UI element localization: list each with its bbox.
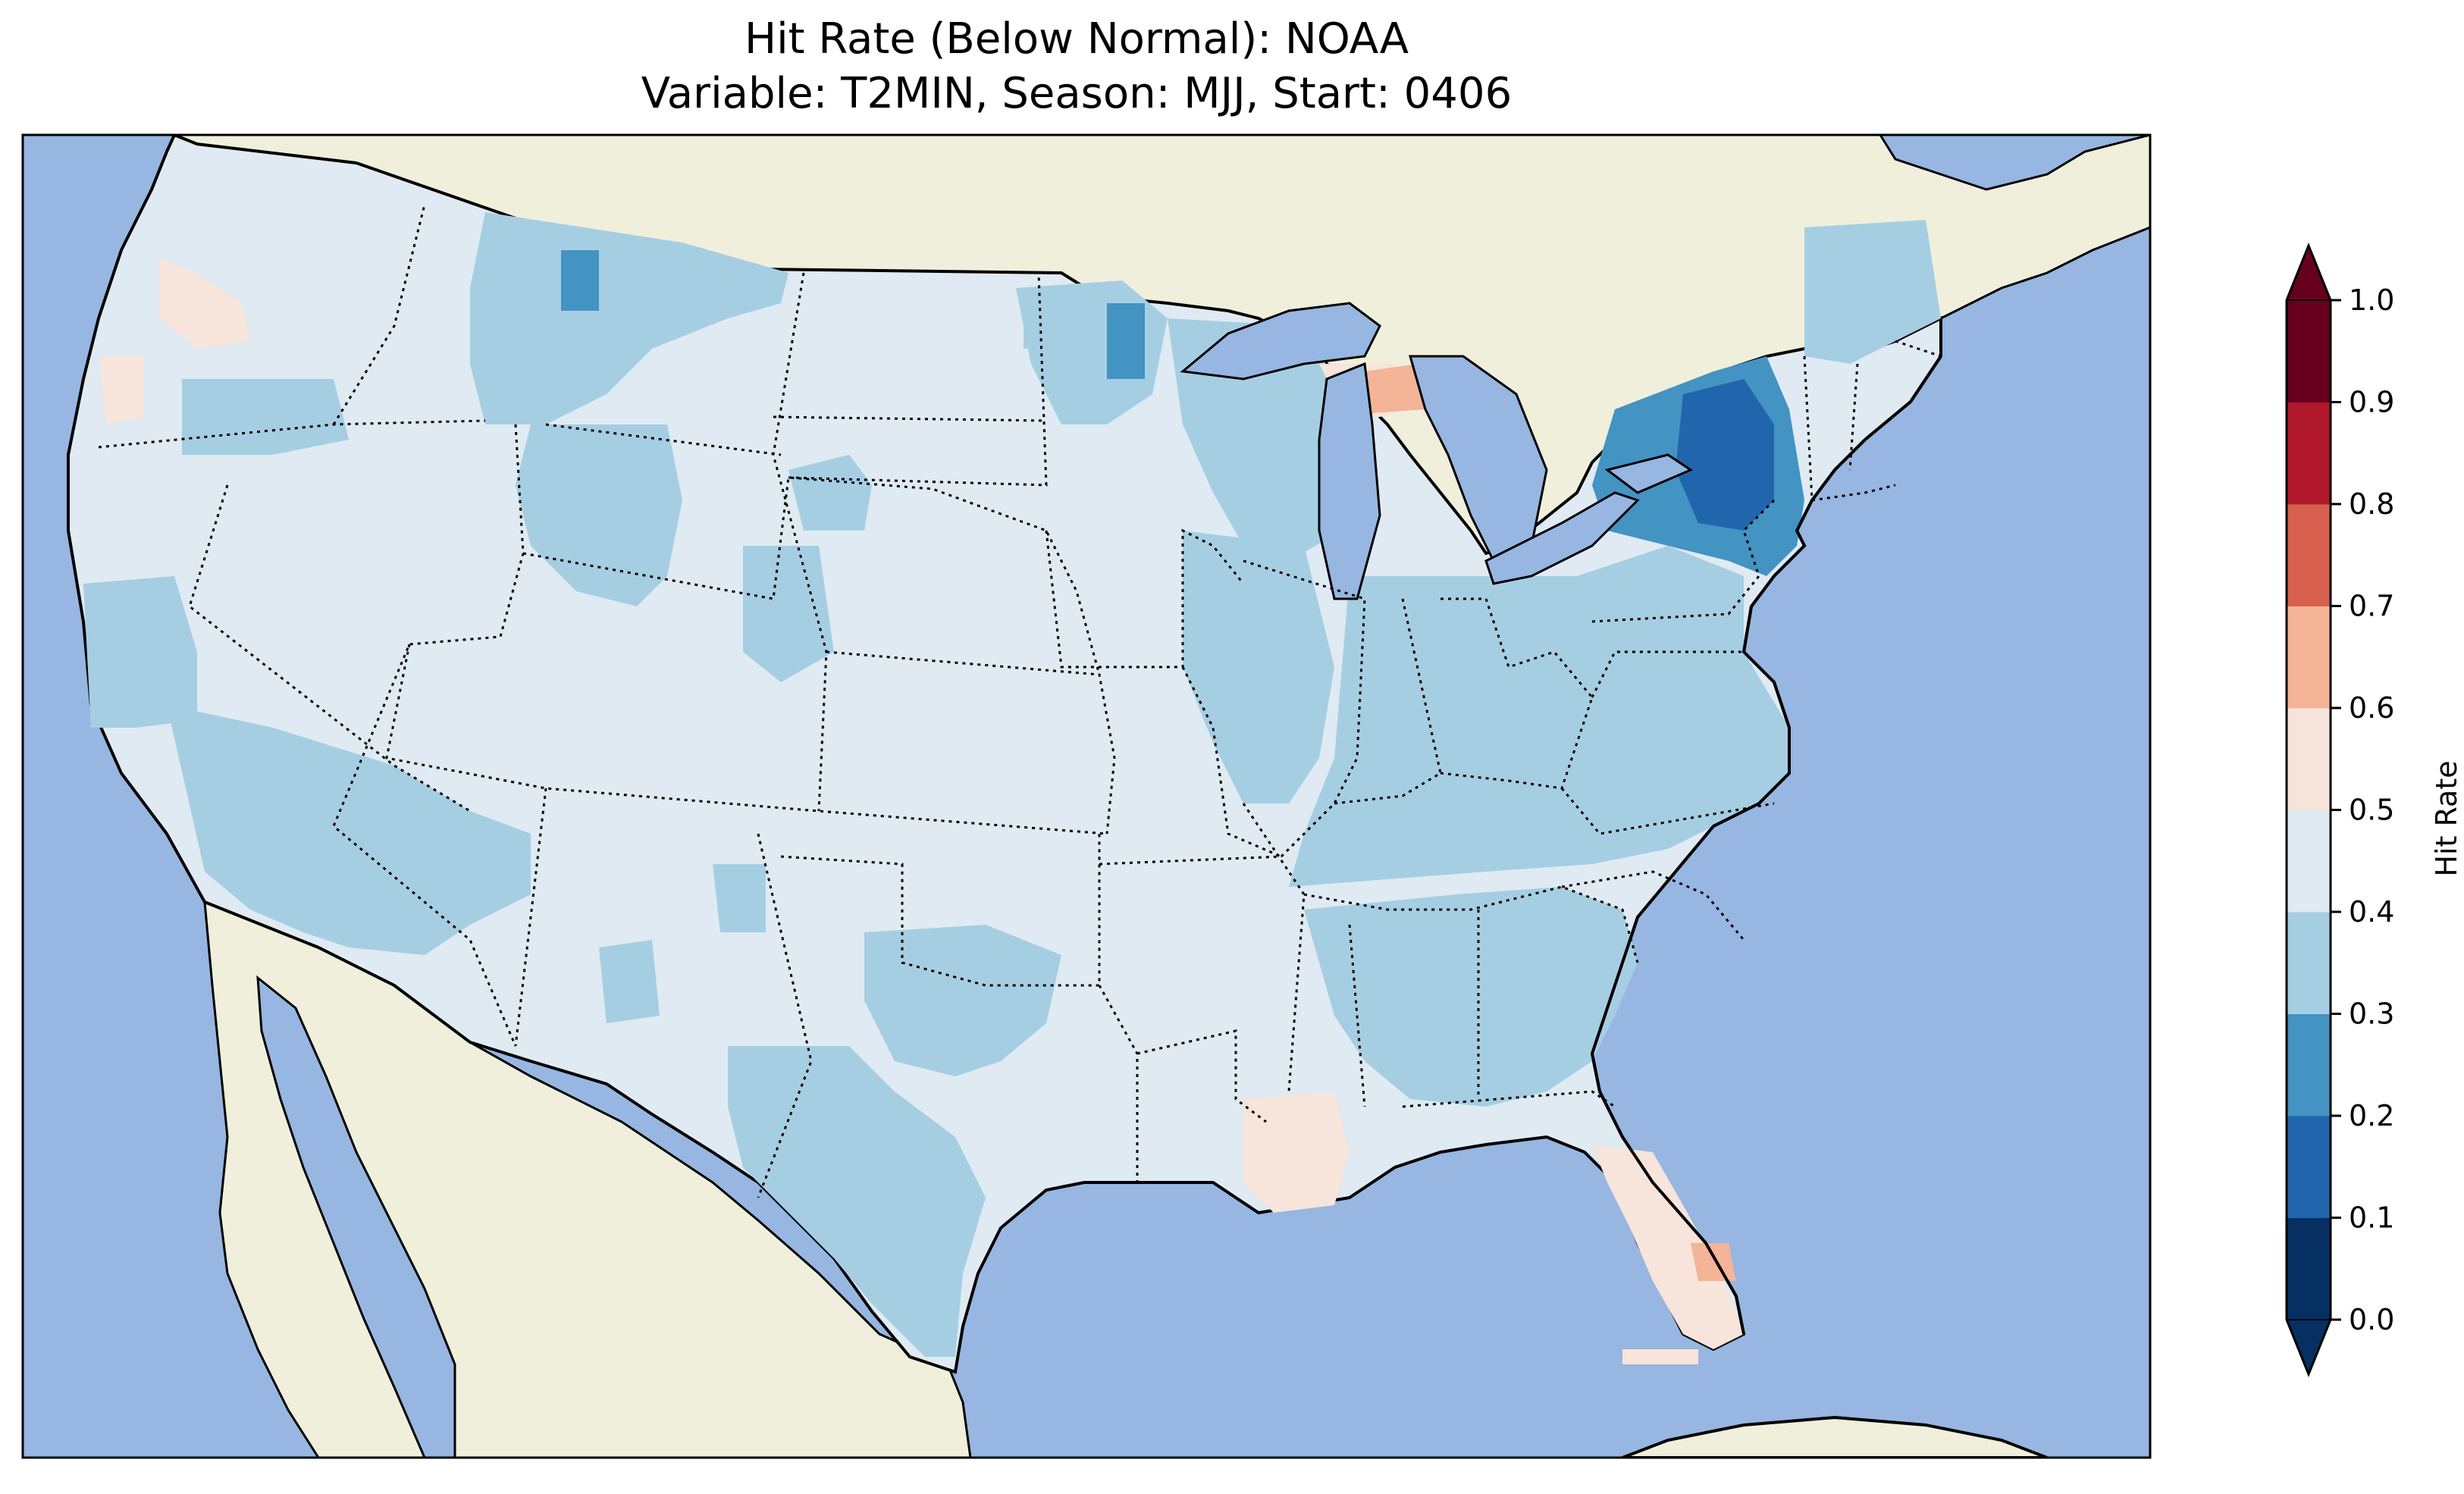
colorbar-tick-label: 0.2 — [2349, 1099, 2394, 1132]
colorbar-tick-label: 0.1 — [2349, 1201, 2394, 1235]
cuba-land — [1622, 1415, 2048, 1458]
map-title-line1: Hit Rate (Below Normal): NOAA — [744, 14, 1409, 64]
colorbar-bin — [2287, 1116, 2331, 1218]
colorbar-tick-label: 0.4 — [2349, 895, 2394, 929]
colorbar-bin — [2287, 810, 2331, 913]
map-panel — [23, 135, 2150, 1458]
colorbar-bin — [2287, 300, 2331, 402]
colorbar-extend-bottom — [2285, 1319, 2332, 1377]
colorbar-bin — [2287, 504, 2331, 606]
gulf-of-california — [256, 975, 456, 1458]
colorbar-bin — [2287, 402, 2331, 505]
colorbar-tick-label: 0.7 — [2349, 590, 2394, 623]
map-title-line2: Variable: T2MIN, Season: MJJ, Start: 040… — [641, 69, 1513, 118]
great-lakes — [1180, 302, 1694, 600]
colorbar-tick-label: 0.6 — [2349, 691, 2394, 725]
colorbar-tick-label: 0.0 — [2349, 1303, 2394, 1336]
hit-rate-0.3-0.4-areas — [83, 212, 1941, 1357]
colorbar-tick-label: 1.0 — [2349, 283, 2394, 317]
colorbar-ticks: 0.0 0.1 0.2 0.3 0.4 0.5 0.6 0.7 0.8 0.9 1.0 — [2331, 283, 2394, 1336]
colorbar-bin — [2287, 708, 2331, 810]
colorbar-label: Hit Rate — [2430, 760, 2463, 876]
colorbar-bins — [2287, 300, 2331, 1320]
hit-rate-0.1-0.2-areas — [1676, 379, 1774, 531]
map-frame — [21, 133, 2152, 1459]
colorbar-tick-label: 0.9 — [2349, 386, 2394, 419]
colorbar-tick-label: 0.5 — [2349, 794, 2394, 827]
colorbar-extend-top — [2285, 243, 2332, 301]
colorbar: 0.0 0.1 0.2 0.3 0.4 0.5 0.6 0.7 0.8 0.9 1.0 Hit Ra… — [2285, 242, 2463, 1378]
colorbar-tick-label: 0.8 — [2349, 487, 2394, 521]
colorbar-bin — [2287, 1013, 2331, 1117]
colorbar-bin — [2287, 912, 2331, 1014]
colorbar-bin — [2287, 606, 2331, 709]
colorbar-bin — [2287, 1217, 2331, 1320]
coastline — [1590, 355, 1942, 1335]
state-borders — [98, 204, 1942, 1198]
hit-rate-0.6-0.7-areas — [1365, 364, 1736, 1281]
colorbar-tick-label: 0.3 — [2349, 998, 2394, 1031]
